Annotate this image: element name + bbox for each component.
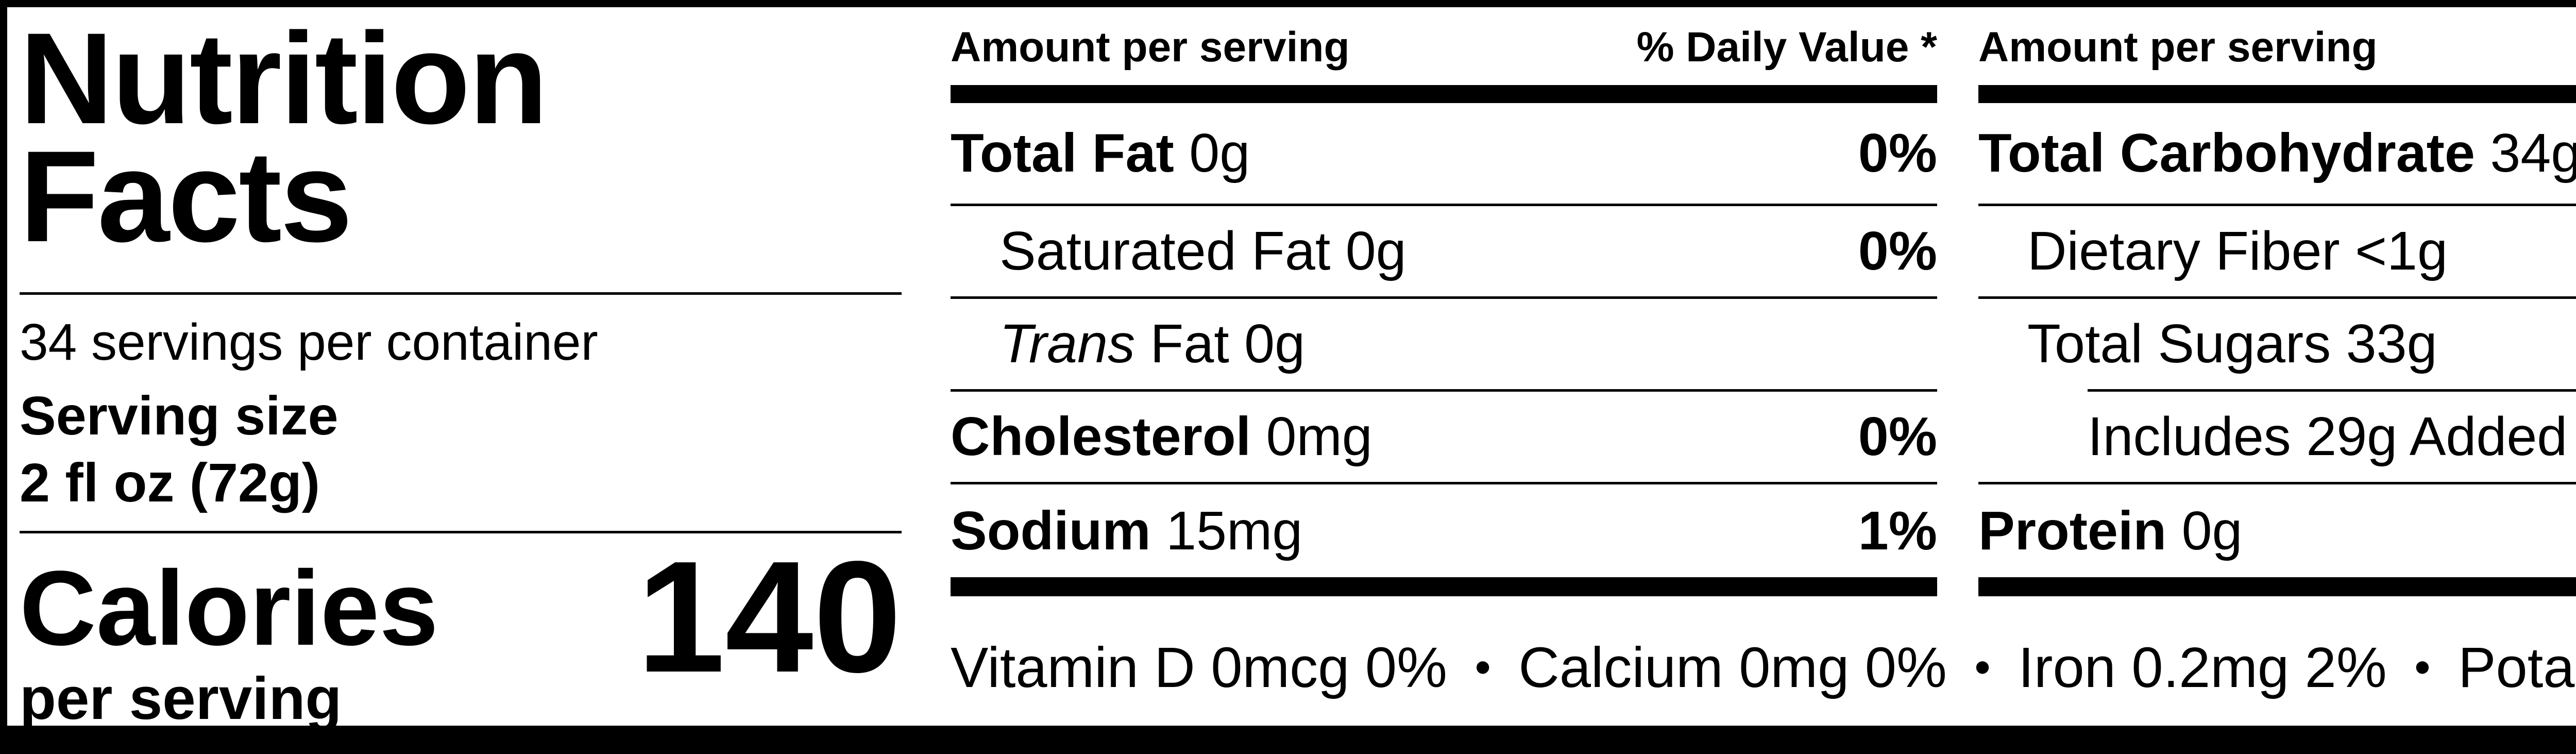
serving-size-value: 2 fl oz (72g): [20, 452, 320, 513]
nutrient-name: Dietary Fiber <1g: [2027, 221, 2448, 281]
label-content: Nutrition Facts 34 servings per containe…: [7, 7, 2576, 754]
row-total-sugars: Total Sugars 33g: [1978, 299, 2576, 389]
micronutrient-potassium: Potassium 20mg 0%: [2458, 635, 2576, 699]
nutrient-name: Cholesterol 0mg: [951, 406, 1372, 467]
summary-panel: Nutrition Facts 34 servings per containe…: [20, 7, 902, 754]
divider: [951, 204, 1937, 206]
divider: [20, 531, 902, 534]
calories-caption: Calories per serving: [20, 555, 438, 728]
row-cholesterol: Cholesterol 0mg 0%: [951, 392, 1937, 482]
divider: [951, 389, 1937, 392]
label-title: Nutrition Facts: [20, 6, 548, 270]
thick-bar: [951, 577, 1937, 596]
row-dietary-fiber: Dietary Fiber <1g 2%: [1978, 206, 2576, 296]
row-total-carbohydrate: Total Carbohydrate 34g 12%: [1978, 103, 2576, 204]
thick-bar: [1978, 577, 2576, 596]
nutrient-panel: Amount per serving % Daily Value * Total…: [951, 7, 2576, 754]
row-total-fat: Total Fat 0g 0%: [951, 103, 1937, 204]
nutrient-name: Protein 0g: [1978, 500, 2243, 561]
micronutrient-vitamin-d: Vitamin D 0mcg 0%: [951, 635, 1447, 699]
daily-value: 0%: [1858, 221, 1937, 281]
divider: [951, 482, 1937, 484]
nutrient-name: Total Fat 0g: [951, 123, 1250, 183]
nutrient-column-fat-sodium: Amount per serving % Daily Value * Total…: [951, 7, 1937, 596]
servings-per-container: 34 servings per container: [20, 313, 598, 371]
nutrient-name: Saturated Fat 0g: [999, 221, 1406, 281]
thick-bar: [951, 85, 1937, 103]
micronutrients-line: Vitamin D 0mcg 0% • Calcium 0mg 0% • Iro…: [951, 596, 2576, 754]
nutrient-name: Trans Fat 0g: [999, 313, 1306, 374]
serving-size-label: Serving size: [20, 385, 338, 446]
row-protein: Protein 0g: [1978, 484, 2576, 577]
divider: [951, 296, 1937, 299]
divider-indented: [2088, 389, 2576, 392]
nutrient-name: Total Carbohydrate 34g: [1978, 123, 2576, 183]
divider: [1978, 482, 2576, 484]
nutrient-column-carb-protein: Amount per serving % Daily Value * Total…: [1978, 7, 2576, 596]
column-header: Amount per serving % Daily Value *: [951, 7, 1937, 85]
column-header: Amount per serving % Daily Value *: [1978, 7, 2576, 85]
column-gap: [1937, 7, 1978, 596]
daily-value: 1%: [1858, 500, 1937, 561]
row-saturated-fat: Saturated Fat 0g 0%: [951, 206, 1937, 296]
row-trans-fat: Trans Fat 0g: [951, 299, 1937, 389]
nutrient-name: Total Sugars 33g: [2027, 313, 2437, 374]
bullet-separator: •: [1475, 642, 1491, 693]
calories-label: Calories: [20, 549, 438, 668]
nutrient-name: Sodium 15mg: [951, 500, 1303, 561]
daily-value: 0%: [1858, 123, 1937, 183]
calories-row: Calories per serving 140: [20, 538, 902, 728]
micronutrient-iron: Iron 0.2mg 2%: [2018, 635, 2387, 699]
micronutrient-calcium: Calcium 0mg 0%: [1518, 635, 1947, 699]
calories-value: 140: [637, 528, 902, 706]
row-added-sugars: Includes 29g Added Sugars 57%: [1978, 392, 2576, 482]
amount-per-serving-heading: Amount per serving: [951, 24, 1350, 71]
divider: [20, 292, 902, 295]
nutrient-name: Includes 29g Added Sugars: [2088, 406, 2576, 467]
row-sodium: Sodium 15mg 1%: [951, 484, 1937, 577]
bullet-separator: •: [2414, 642, 2431, 693]
thick-bar: [1978, 85, 2576, 103]
daily-value: 0%: [1858, 406, 1937, 467]
bottom-thick-bar: [7, 726, 2576, 754]
daily-value-heading: % Daily Value *: [1636, 24, 1937, 71]
calories-sublabel: per serving: [20, 665, 342, 732]
bullet-separator: •: [1974, 642, 1991, 693]
divider: [1978, 296, 2576, 299]
amount-per-serving-heading: Amount per serving: [1978, 24, 2378, 71]
nutrient-columns: Amount per serving % Daily Value * Total…: [951, 7, 2576, 596]
divider: [1978, 204, 2576, 206]
